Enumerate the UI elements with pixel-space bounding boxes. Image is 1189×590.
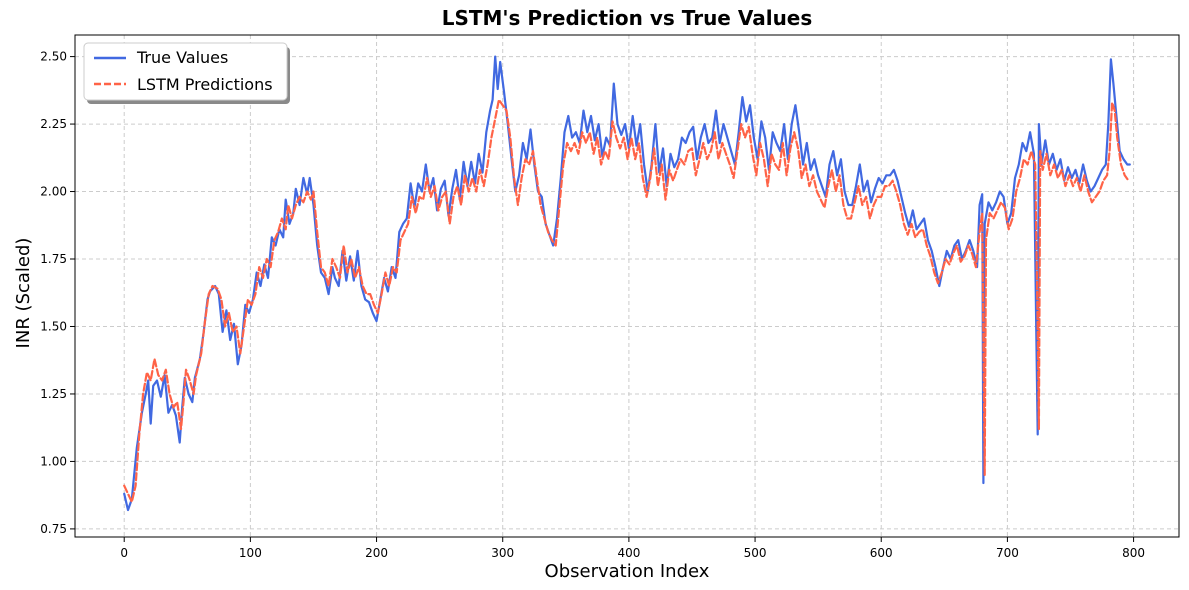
y-tick-label: 2.50 <box>40 50 67 64</box>
y-tick-label: 0.75 <box>40 522 67 536</box>
legend-box <box>83 42 288 101</box>
x-tick-label: 0 <box>120 546 128 560</box>
x-tick-label: 200 <box>365 546 388 560</box>
x-tick-label: 100 <box>239 546 262 560</box>
chart-title: LSTM's Prediction vs True Values <box>442 6 813 30</box>
legend-label-lstm-predictions: LSTM Predictions <box>137 75 273 94</box>
legend-label-true-values: True Values <box>136 48 228 67</box>
y-tick-label: 2.25 <box>40 117 67 131</box>
x-tick-label: 700 <box>996 546 1019 560</box>
y-axis-ticks: 0.75 1.00 1.25 1.50 1.75 2.00 2.25 2.50 <box>40 50 75 536</box>
grid-lines <box>75 35 1179 537</box>
x-tick-label: 600 <box>870 546 893 560</box>
y-tick-label: 1.00 <box>40 454 67 468</box>
x-tick-label: 300 <box>491 546 514 560</box>
x-axis-ticks: 0 100 200 300 400 500 600 700 800 <box>120 537 1145 560</box>
y-tick-label: 1.25 <box>40 387 67 401</box>
y-tick-label: 2.00 <box>40 185 67 199</box>
y-tick-label: 1.75 <box>40 252 67 266</box>
x-tick-label: 800 <box>1122 546 1145 560</box>
plot-frame <box>74 34 1180 538</box>
y-axis-title: INR (Scaled) <box>13 238 34 349</box>
x-tick-label: 500 <box>744 546 767 560</box>
x-axis-title: Observation Index <box>545 561 710 582</box>
series-line-lstm-predictions <box>123 98 1130 503</box>
y-tick-label: 1.50 <box>40 319 67 333</box>
series-lines <box>123 55 1131 512</box>
x-tick-label: 400 <box>617 546 640 560</box>
legend: True Values LSTM Predictions <box>83 42 290 104</box>
